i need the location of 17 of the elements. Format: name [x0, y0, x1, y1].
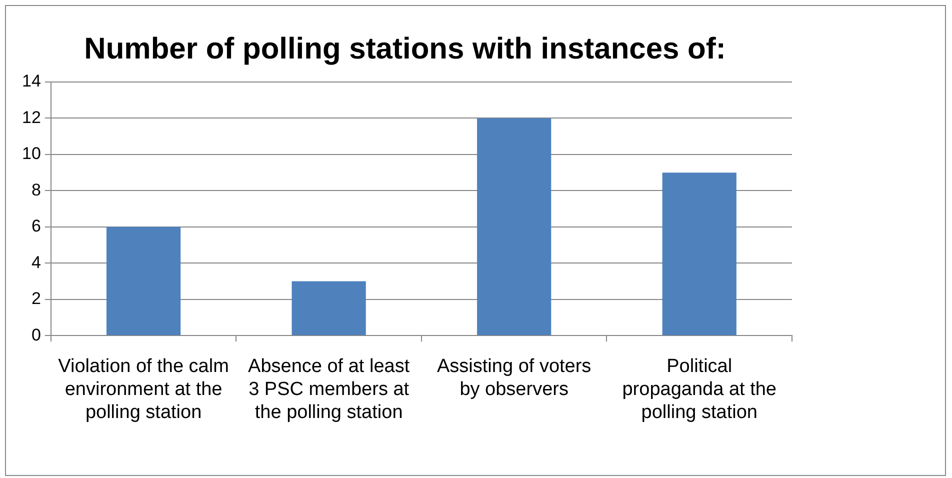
- bar: [662, 172, 736, 336]
- bar: [106, 226, 181, 336]
- bar: [292, 281, 366, 336]
- x-tick-label: Violation of the calm environment at the polling station: [58, 356, 229, 423]
- y-tick-label: 0: [31, 325, 41, 344]
- y-tick-label: 2: [31, 289, 41, 308]
- y-tick-label: 4: [31, 252, 41, 272]
- y-tick-label: 12: [22, 108, 41, 127]
- x-tick-label: Assisting of voters by observers: [437, 356, 592, 400]
- y-tick-label: 6: [31, 216, 41, 236]
- y-tick-label: 8: [31, 180, 41, 200]
- chart-title: Number of polling stations with instances of:: [84, 32, 726, 66]
- bar: [477, 118, 552, 336]
- y-tick-label: 14: [22, 72, 41, 91]
- x-tick-label: Absence of at least 3 PSC members at the polling station: [248, 356, 410, 423]
- y-tick-label: 10: [22, 144, 41, 164]
- x-tick-label: Political propaganda at the polling station: [622, 356, 776, 423]
